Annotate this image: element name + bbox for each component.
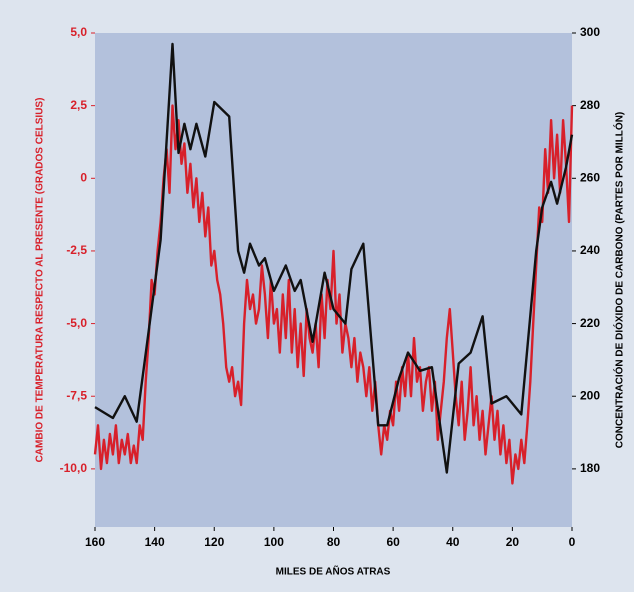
x-axis-title: MILES DE AÑOS ATRAS — [276, 565, 391, 578]
x-tick-label: 60 — [386, 535, 400, 549]
x-tick-label: 20 — [506, 535, 520, 549]
x-tick-label: 160 — [85, 535, 105, 549]
y2-tick-label: 280 — [580, 98, 600, 112]
y-tick-label: -10,0 — [60, 461, 88, 475]
line-series — [94, 42, 574, 474]
y2-tick-label: 220 — [580, 316, 600, 330]
y2-axis-title: CONCENTRACIÓN DE DIÓXIDO DE CARBONO (PAR… — [613, 112, 626, 448]
x-tick-label: 120 — [204, 535, 224, 549]
line-series — [93, 104, 574, 485]
x-tick-label: 80 — [327, 535, 341, 549]
x-tick-label: 0 — [569, 535, 576, 549]
y2-tick-label: 240 — [580, 243, 600, 257]
y-tick-label: -7,5 — [66, 388, 87, 402]
y-tick-label: -5,0 — [66, 316, 87, 330]
y2-tick-label: 300 — [580, 25, 600, 39]
y-tick-label: 5,0 — [70, 25, 87, 39]
x-tick-label: 140 — [145, 535, 165, 549]
x-tick-label: 100 — [264, 535, 284, 549]
y2-tick-label: 200 — [580, 388, 600, 402]
y-tick-label: 2,5 — [70, 98, 87, 112]
y2-tick-label: 180 — [580, 461, 600, 475]
x-tick-label: 40 — [446, 535, 460, 549]
y-axis-title: CAMBIO DE TEMPERATURA RESPECTO AL PRESEN… — [35, 98, 46, 463]
y-tick-label: -2,5 — [66, 243, 87, 257]
y2-tick-label: 260 — [580, 170, 600, 184]
y-tick-label: 0 — [80, 170, 87, 184]
